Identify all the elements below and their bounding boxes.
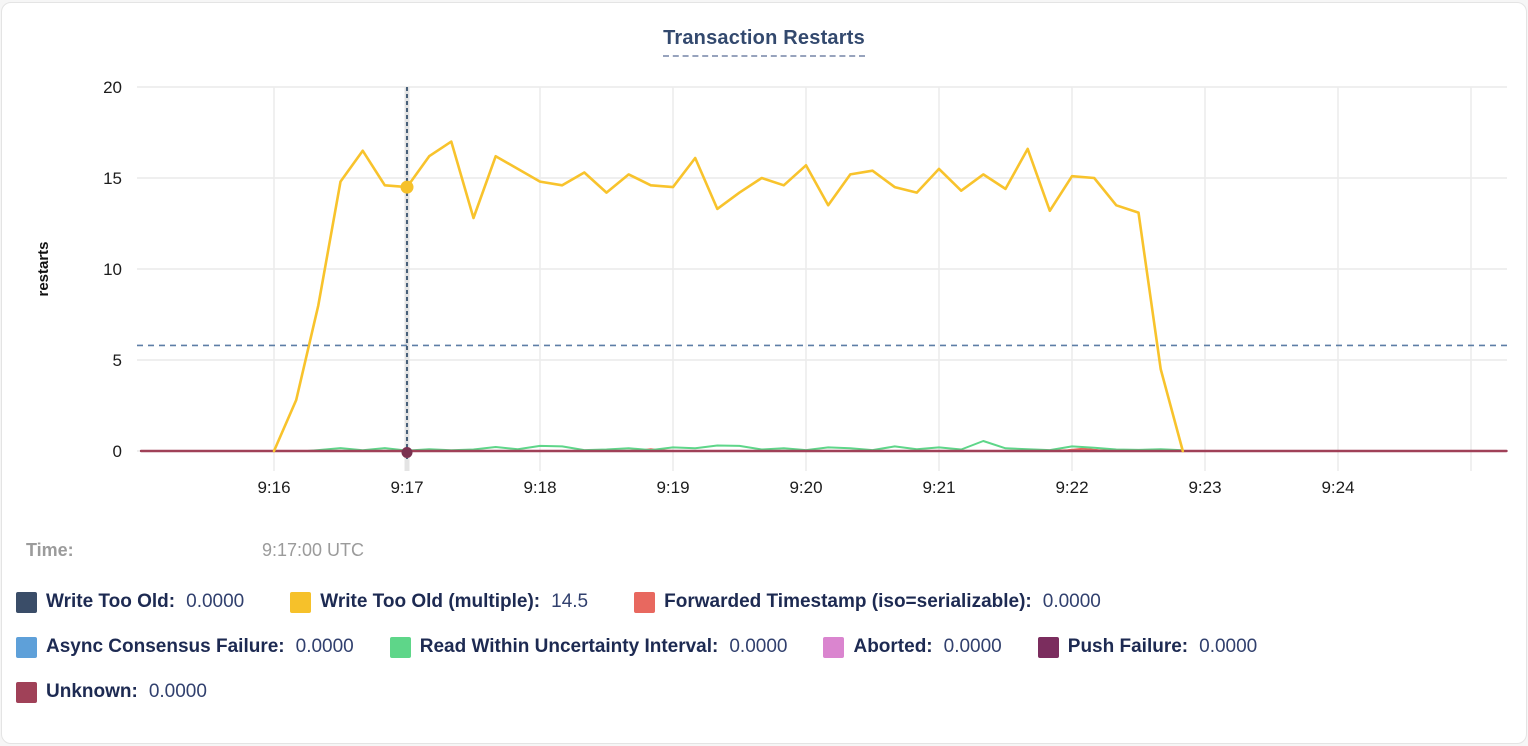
legend-label: Async Consensus Failure: xyxy=(46,636,285,657)
legend-row-2: Async Consensus Failure: 0.0000 Read Wit… xyxy=(16,633,1512,661)
chart-legend: Write Too Old: 0.0000 Write Too Old (mul… xyxy=(16,588,1512,723)
legend-value: 0.0000 xyxy=(1042,591,1101,612)
hover-time-row: Time: 9:17:00 UTC xyxy=(26,540,364,561)
y-axis-label: restarts xyxy=(35,241,52,296)
svg-text:9:22: 9:22 xyxy=(1055,478,1088,497)
svg-text:9:24: 9:24 xyxy=(1321,478,1354,497)
legend-swatch xyxy=(16,636,37,658)
legend-swatch xyxy=(634,591,656,613)
svg-text:9:21: 9:21 xyxy=(922,478,955,497)
legend-value: 0.0000 xyxy=(729,636,788,657)
chart-title[interactable]: Transaction Restarts xyxy=(663,27,865,57)
legend-item-read-within-uncertainty-interval: Read Within Uncertainty Interval: 0.0000 xyxy=(389,636,788,658)
svg-text:10: 10 xyxy=(103,260,122,279)
legend-label: Read Within Uncertainty Interval: xyxy=(419,636,719,657)
legend-swatch xyxy=(1037,636,1059,658)
svg-text:9:23: 9:23 xyxy=(1188,478,1221,497)
legend-label: Write Too Old (multiple): xyxy=(320,591,541,612)
legend-item-write-too-old-multiple: Write Too Old (multiple): 14.5 xyxy=(290,591,588,613)
legend-item-write-too-old: Write Too Old: 0.0000 xyxy=(16,591,244,613)
legend-swatch xyxy=(823,636,845,658)
time-value: 9:17:00 UTC xyxy=(262,540,365,560)
svg-text:9:16: 9:16 xyxy=(257,478,290,497)
legend-label: Forwarded Timestamp (iso=serializable): xyxy=(664,591,1032,612)
chart-plot-area[interactable]: 0 5 10 15 20 9:16 9:17 9:18 9:19 9:20 9:21 9:22 9:23… xyxy=(2,3,1527,513)
svg-text:9:17: 9:17 xyxy=(390,478,423,497)
legend-value: 14.5 xyxy=(551,591,589,612)
legend-item-push-failure: Push Failure: 0.0000 xyxy=(1037,636,1258,658)
svg-text:9:20: 9:20 xyxy=(789,478,822,497)
legend-label: Unknown: xyxy=(46,681,138,702)
svg-text:0: 0 xyxy=(113,442,122,461)
legend-swatch xyxy=(389,636,411,658)
legend-value: 0.0000 xyxy=(186,591,245,612)
legend-value: 0.0000 xyxy=(295,636,354,657)
legend-swatch xyxy=(290,591,312,613)
svg-text:15: 15 xyxy=(103,169,122,188)
legend-label: Aborted: xyxy=(853,636,933,657)
legend-item-aborted: Aborted: 0.0000 xyxy=(823,636,1002,658)
legend-item-forwarded-timestamp: Forwarded Timestamp (iso=serializable): … xyxy=(634,591,1101,613)
svg-text:20: 20 xyxy=(103,78,122,97)
legend-row-1: Write Too Old: 0.0000 Write Too Old (mul… xyxy=(16,588,1512,616)
svg-text:9:19: 9:19 xyxy=(656,478,689,497)
chart-title-wrap: Transaction Restarts xyxy=(2,27,1526,57)
legend-label: Write Too Old: xyxy=(46,591,176,612)
legend-value: 0.0000 xyxy=(148,681,207,702)
legend-swatch xyxy=(16,681,37,703)
legend-item-unknown: Unknown: 0.0000 xyxy=(16,681,207,703)
legend-swatch xyxy=(16,591,37,613)
legend-label: Push Failure: xyxy=(1067,636,1189,657)
svg-text:9:18: 9:18 xyxy=(523,478,556,497)
legend-row-3: Unknown: 0.0000 xyxy=(16,678,1512,706)
legend-value: 0.0000 xyxy=(1199,636,1258,657)
legend-value: 0.0000 xyxy=(943,636,1002,657)
legend-item-async-consensus-failure: Async Consensus Failure: 0.0000 xyxy=(16,636,354,658)
time-label: Time: xyxy=(26,540,74,560)
svg-text:5: 5 xyxy=(113,351,122,370)
